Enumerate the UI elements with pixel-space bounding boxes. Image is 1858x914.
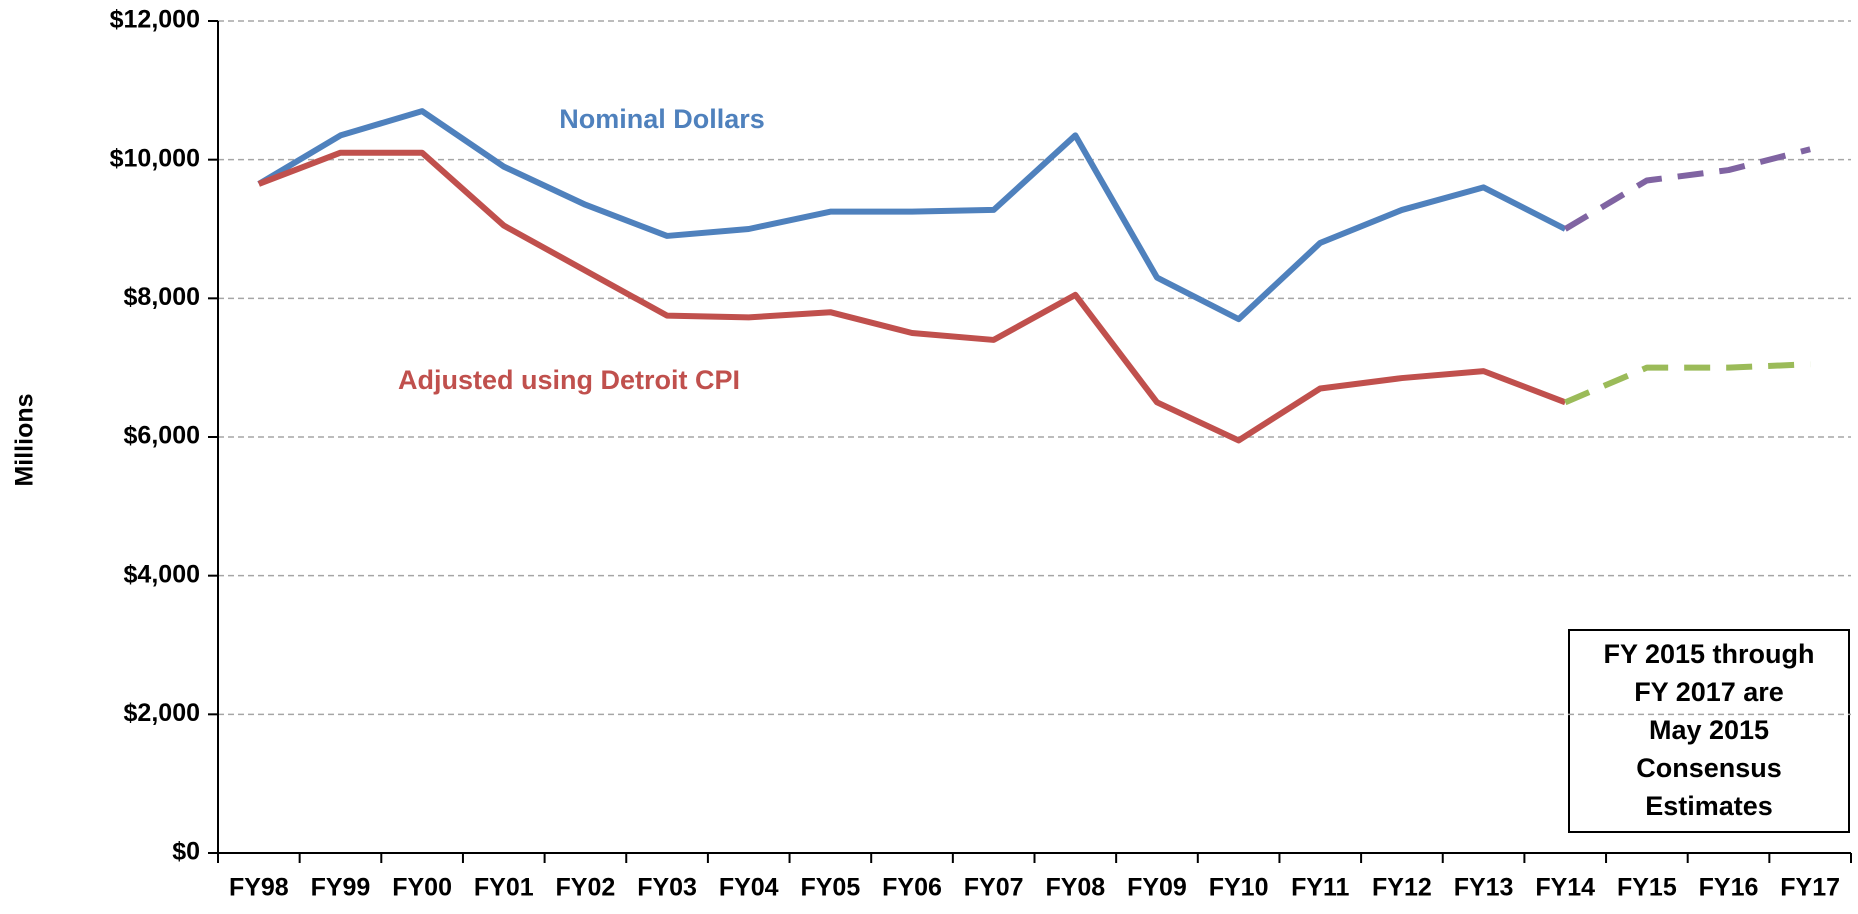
series-line: [1564, 361, 1811, 406]
y-tick-label: $10,000: [110, 144, 200, 172]
series-label: Adjusted using Detroit CPI: [398, 365, 740, 395]
x-tick-label: FY09: [1127, 874, 1187, 902]
x-tick-label: FY98: [229, 874, 289, 902]
note-line: FY 2015 through: [1603, 639, 1814, 669]
x-tick-label: FY08: [1045, 874, 1105, 902]
x-tick-label: FY03: [637, 874, 697, 902]
series-line: [257, 149, 1567, 444]
x-tick-label: FY17: [1780, 874, 1840, 902]
x-tick-label: FY12: [1372, 874, 1432, 902]
x-tick-label: FY16: [1699, 874, 1759, 902]
y-axis-label: Millions: [11, 393, 39, 486]
x-tick-label: FY11: [1291, 874, 1349, 902]
x-tick-label: FY05: [800, 874, 860, 902]
x-tick-label: FY99: [311, 874, 371, 902]
x-tick-label: FY15: [1617, 874, 1677, 902]
x-tick-label: FY10: [1209, 874, 1269, 902]
note-line: May 2015: [1649, 715, 1769, 745]
x-tick-label: FY02: [556, 874, 616, 902]
y-tick-label: $0: [172, 838, 200, 866]
x-tick-label: FY04: [719, 874, 779, 902]
x-tick-label: FY07: [964, 874, 1024, 902]
series-label: Nominal Dollars: [559, 104, 765, 134]
x-tick-label: FY01: [474, 874, 534, 902]
x-tick-label: FY06: [882, 874, 942, 902]
series-line: [1563, 146, 1811, 232]
y-tick-label: $8,000: [124, 283, 200, 311]
y-tick-label: $6,000: [124, 422, 200, 450]
note-line: FY 2017 are: [1634, 677, 1784, 707]
x-tick-label: FY14: [1535, 874, 1595, 902]
x-tick-label: FY13: [1454, 874, 1514, 902]
y-tick-label: $12,000: [110, 6, 200, 34]
note-line: Estimates: [1645, 791, 1773, 821]
y-tick-label: $4,000: [124, 560, 200, 588]
note-line: Consensus: [1636, 753, 1782, 783]
y-tick-label: $2,000: [124, 699, 200, 727]
note-box: [1568, 629, 1850, 833]
x-tick-label: FY00: [392, 874, 452, 902]
series-line: [257, 108, 1567, 323]
